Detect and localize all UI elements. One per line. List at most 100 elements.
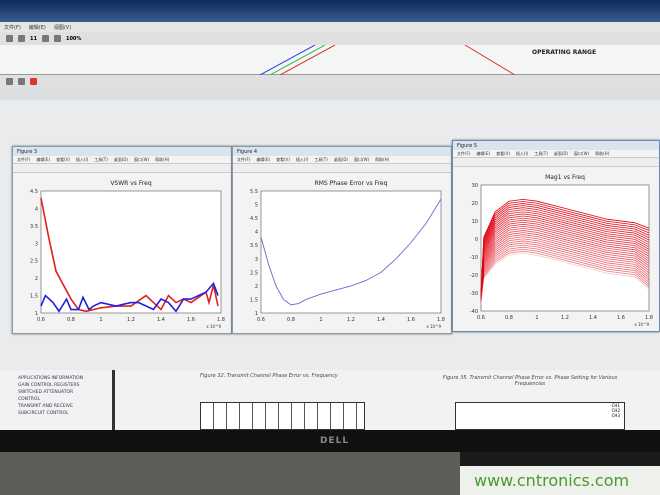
figure-toolbar <box>13 164 231 173</box>
x-tick-label: 1.8 <box>645 315 653 321</box>
figure-menu-item[interactable]: 帮助(H) <box>595 151 610 156</box>
y-tick-label: 4.5 <box>250 216 258 222</box>
figure-menu-item[interactable]: 窗口(W) <box>574 151 590 156</box>
series-line <box>480 205 650 295</box>
y-tick-label: 4 <box>255 230 258 236</box>
figure-menu-item[interactable]: 插入(I) <box>295 157 309 162</box>
menu-edit[interactable]: 编辑(E) <box>28 25 46 31</box>
figure-menu-item[interactable]: 查看(V) <box>276 157 290 162</box>
figure-menubar: 文件(F) 编辑(E) 查看(V) 插入(I) 工具(T) 桌面(D) 窗口(W) 帮助(H) <box>453 150 659 158</box>
y-tick-label: 2.5 <box>30 259 38 265</box>
y-tick-label: 5.5 <box>250 189 258 195</box>
series-line <box>480 250 650 302</box>
x-exponent-label: x 10^9 <box>634 322 649 327</box>
bookmark-item[interactable]: APPLICATIONS INFORMATION <box>18 376 84 381</box>
figure-menu-item[interactable]: 编辑(E) <box>476 151 491 156</box>
y-tick-label: -10 <box>470 255 478 261</box>
figure-menu-item[interactable]: 桌面(D) <box>333 157 349 162</box>
figure-menu-item[interactable]: 编辑(E) <box>36 157 51 162</box>
figure-menu-item[interactable]: 编辑(E) <box>256 157 271 162</box>
series-line <box>480 232 650 299</box>
x-tick-label: 1.8 <box>437 317 445 323</box>
series-line <box>480 238 650 300</box>
figure-menu-item[interactable]: 工具(T) <box>94 157 108 162</box>
monitor-bezel <box>0 430 660 452</box>
y-tick-label: 20 <box>472 201 478 207</box>
doc-plot-right: CH1 CH2 CH3 <box>455 402 625 430</box>
figure-menu-item[interactable]: 查看(V) <box>496 151 510 156</box>
figure-menu-item[interactable]: 工具(T) <box>314 157 328 162</box>
bookmark-item[interactable]: SWITCHED ATTENUATOR CONTROL <box>18 390 74 402</box>
figure-menu-item[interactable]: 窗口(W) <box>354 157 370 162</box>
figure-menu-item[interactable]: 桌面(D) <box>113 157 129 162</box>
chart-title: VSWR vs Freq <box>110 180 152 187</box>
print-icon[interactable] <box>18 35 25 42</box>
figure-menu-item[interactable]: 帮助(H) <box>155 157 170 162</box>
strip-line <box>259 44 316 76</box>
figure-menu-item[interactable]: 文件(F) <box>237 157 251 162</box>
series-line <box>480 240 650 300</box>
figure-menu-item[interactable]: 工具(T) <box>534 151 548 156</box>
bookmark-item[interactable]: TRANSMIT AND RECEIVE SUBCIRCUIT CONTROL <box>18 404 73 416</box>
menu-file[interactable]: 文件(F) <box>4 25 21 31</box>
zoom-in-icon[interactable] <box>53 35 61 42</box>
zoom-out-icon[interactable] <box>41 35 49 42</box>
y-tick-label: 5 <box>255 203 258 209</box>
strip-plots <box>259 44 516 76</box>
figure-window-rms-phase[interactable]: Figure 4 文件(F) 编辑(E) 查看(V) 插入(I) 工具(T) 桌面(D) 窗… <box>232 146 452 334</box>
x-tick-label: 1.2 <box>127 317 135 323</box>
eraser-icon[interactable] <box>30 78 37 85</box>
series-line <box>480 215 650 296</box>
pen-icon[interactable] <box>18 78 25 85</box>
document-strip: OPERATING RANGE <box>0 44 660 76</box>
y-tick-label: 10 <box>472 219 478 225</box>
series-line <box>260 198 442 306</box>
series-line <box>40 281 219 313</box>
strip-line <box>464 44 516 76</box>
x-exponent-label: x 10^9 <box>206 324 221 329</box>
vswr-chart: VSWR vs Freq 0.6 0.8 1 1.2 1.4 1.6 1.8 1 1.5 2 2.5 3… <box>30 180 225 329</box>
x-tick-label: 1 <box>319 317 322 323</box>
rms-phase-chart: RMS Phase Error vs Freq 0.6 0.8 1 1.2 1.4 1.6 1… <box>250 180 445 329</box>
series-line <box>480 236 650 300</box>
figure-menu-item[interactable]: 文件(F) <box>17 157 31 162</box>
y-tick-label: 3.5 <box>250 243 258 249</box>
chart-title: RMS Phase Error vs Freq <box>315 180 388 187</box>
zoom-level[interactable]: 100% <box>65 35 82 42</box>
page-number[interactable]: 11 <box>30 35 37 42</box>
background-desk <box>0 452 460 495</box>
figure-menu-item[interactable]: 文件(F) <box>457 151 471 156</box>
x-tick-label: 0.8 <box>505 315 513 321</box>
x-tick-label: 1.2 <box>347 317 355 323</box>
figure-menubar: 文件(F) 编辑(E) 查看(V) 插入(I) 工具(T) 桌面(D) 窗口(W) 帮助(H) <box>13 156 231 164</box>
figure-menu-item[interactable]: 桌面(D) <box>553 151 569 156</box>
series-line <box>480 223 650 298</box>
save-icon[interactable] <box>6 35 13 42</box>
series-line <box>480 217 650 297</box>
series-line <box>480 207 650 295</box>
figure-menu-item[interactable]: 查看(V) <box>56 157 70 162</box>
legend-entry: CH2 <box>611 408 620 413</box>
legend-entry: CH1 <box>611 403 620 408</box>
app-toolbar: 11 100% <box>0 32 660 45</box>
y-tick-label: 1 <box>255 311 258 317</box>
strip-line <box>279 44 336 76</box>
save-icon[interactable] <box>6 78 13 85</box>
menu-view[interactable]: 视图(V) <box>53 25 72 31</box>
bookmark-item[interactable]: GAIN CONTROL REGISTERS <box>18 383 80 388</box>
y-tick-label: 4.5 <box>30 189 38 195</box>
figure-menu-item[interactable]: 插入(I) <box>75 157 89 162</box>
figure-menu-item[interactable]: 插入(I) <box>515 151 529 156</box>
strip-line <box>269 44 326 76</box>
x-tick-label: 1.6 <box>407 317 415 323</box>
figure-menu-item[interactable]: 帮助(H) <box>375 157 390 162</box>
series-line <box>480 225 650 298</box>
figure-window-mag1[interactable]: Figure 5 文件(F) 编辑(E) 查看(V) 插入(I) 工具(T) 桌面(D) 窗… <box>452 140 660 332</box>
operating-range-label: OPERATING RANGE <box>532 49 597 56</box>
y-tick-label: -30 <box>470 291 478 297</box>
figure-window-vswr[interactable]: Figure 3 文件(F) 编辑(E) 查看(V) 插入(I) 工具(T) 桌面(D) 窗… <box>12 146 232 334</box>
figure-menu-item[interactable]: 窗口(W) <box>134 157 150 162</box>
x-exponent-label: x 10^9 <box>426 324 441 329</box>
y-tick-label: 3.5 <box>30 224 38 230</box>
doc-plot-left <box>200 402 365 430</box>
